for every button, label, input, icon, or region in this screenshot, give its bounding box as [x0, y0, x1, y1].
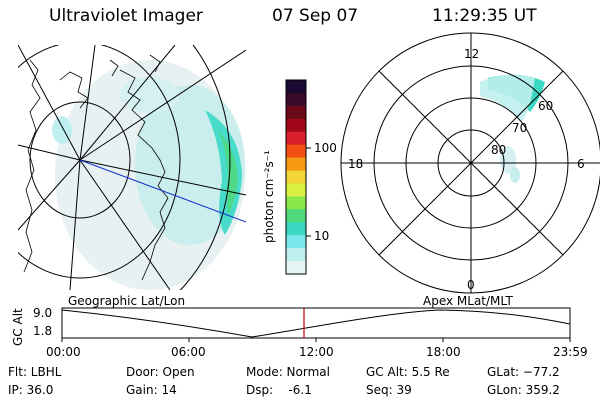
orbit-x-tick-0: 00:00: [46, 345, 81, 359]
geographic-map: [18, 45, 246, 290]
orbit-x-tick-24: 23:59: [553, 345, 588, 359]
dial-label-18: 18: [348, 157, 364, 171]
color-bar-unit: photon cm⁻²s⁻¹: [262, 150, 276, 243]
dial-label-6: 6: [577, 157, 585, 171]
orbit-x-tick-12: 12:00: [299, 345, 334, 359]
orbit-y-label: GC Alt: [11, 308, 25, 346]
dial-aurora-patch-2: [510, 167, 520, 183]
color-bar-stripe: [286, 80, 306, 94]
color-bar-stripe: [286, 209, 306, 223]
info-gain: Gain: 14: [126, 383, 177, 397]
info-mode: Mode: Normal: [246, 365, 330, 379]
left-panel-caption: Geographic Lat/Lon: [68, 294, 186, 308]
color-bar-stripe: [286, 196, 306, 210]
color-bar-stripe: [286, 170, 306, 185]
color-bar-stripe: [286, 157, 306, 172]
color-bar-stripe: [286, 222, 306, 236]
color-bar-stripe: [286, 183, 306, 197]
graticule: [18, 45, 246, 290]
info-gc-alt: GC Alt: 5.5 Re: [366, 365, 450, 379]
color-bar-stripe: [286, 118, 306, 133]
color-bar-stripe: [286, 248, 306, 262]
color-bar-stripe: [286, 235, 306, 249]
time-label: 11:29:35 UT: [432, 6, 537, 26]
color-bar-stripe: [286, 92, 306, 107]
dial-grid: [340, 32, 600, 294]
dial-label-12: 12: [464, 47, 480, 61]
orbit-y-tick-bottom: 1.8: [33, 324, 53, 338]
color-bar-stripe: [286, 144, 306, 159]
polar-dial: [340, 32, 600, 294]
dial-lat-80: 80: [491, 143, 507, 157]
instrument-title: Ultraviolet Imager: [49, 6, 203, 26]
auroral-patch-top: [120, 77, 180, 113]
info-ip: IP: 36.0: [8, 383, 54, 397]
color-bar-stripe: [286, 105, 306, 120]
color-bar: [285, 79, 311, 275]
color-bar-label-100: 100: [314, 141, 337, 155]
color-bar-stripe: [286, 131, 306, 146]
orbit-x-tick-18: 18:00: [426, 345, 461, 359]
orbit-curve: [61, 309, 571, 338]
color-bar-stripe: [286, 261, 306, 275]
orbit-y-tick-top: 9.0: [33, 306, 53, 320]
info-door: Door: Open: [126, 365, 195, 379]
color-bar-label-10: 10: [314, 229, 330, 243]
dial-lat-70: 70: [512, 121, 528, 135]
los-line: [79, 159, 246, 223]
info-glon: GLon: 359.2: [487, 383, 560, 397]
auroral-patch: [52, 116, 72, 144]
color-bar-frame: [285, 79, 307, 275]
orbit-plot: [61, 307, 571, 342]
coastlines: [23, 54, 169, 281]
dial-lat-60: 60: [538, 99, 554, 113]
info-flt: Flt: LBHL: [8, 365, 62, 379]
date-label: 07 Sep 07: [272, 6, 359, 26]
orbit-x-tick-6: 06:00: [171, 345, 206, 359]
auroral-band-core: [218, 130, 238, 215]
right-panel-caption: Apex MLat/MLT: [423, 294, 513, 308]
dial-aurora-haze: [480, 74, 535, 122]
info-dsp: Dsp: -6.1: [246, 383, 312, 397]
dial-label-0: 0: [467, 278, 475, 292]
info-seq: Seq: 39: [366, 383, 412, 397]
info-glat: GLat: −77.2: [487, 365, 560, 379]
